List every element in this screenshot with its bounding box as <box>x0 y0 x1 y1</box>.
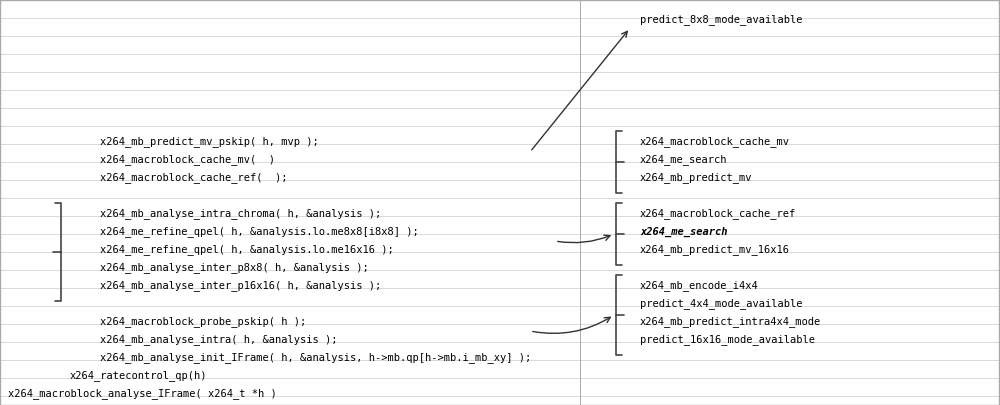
Text: x264_mb_analyse_init_IFrame( h, &analysis, h->mb.qp[h->mb.i_mb_xy] );: x264_mb_analyse_init_IFrame( h, &analysi… <box>100 352 531 363</box>
Text: x264_mb_analyse_intra_chroma( h, &analysis );: x264_mb_analyse_intra_chroma( h, &analys… <box>100 209 381 220</box>
Text: predict_4x4_mode_available: predict_4x4_mode_available <box>640 298 802 309</box>
Text: x264_mb_predict_intra4x4_mode: x264_mb_predict_intra4x4_mode <box>640 317 821 328</box>
Text: x264_mb_analyse_inter_p8x8( h, &analysis );: x264_mb_analyse_inter_p8x8( h, &analysis… <box>100 262 369 273</box>
Text: x264_me_search: x264_me_search <box>640 155 728 166</box>
Text: x264_mb_analyse_intra( h, &analysis );: x264_mb_analyse_intra( h, &analysis ); <box>100 335 338 345</box>
Text: x264_macroblock_analyse_IFrame( x264_t *h ): x264_macroblock_analyse_IFrame( x264_t *… <box>8 388 277 399</box>
Text: x264_mb_predict_mv_pskip( h, mvp );: x264_mb_predict_mv_pskip( h, mvp ); <box>100 136 319 147</box>
Text: predict_16x16_mode_available: predict_16x16_mode_available <box>640 335 815 345</box>
Text: x264_mb_encode_i4x4: x264_mb_encode_i4x4 <box>640 281 759 292</box>
Text: x264_macroblock_cache_mv: x264_macroblock_cache_mv <box>640 136 790 147</box>
Text: x264_mb_predict_mv: x264_mb_predict_mv <box>640 173 753 183</box>
Text: x264_macroblock_cache_ref(  );: x264_macroblock_cache_ref( ); <box>100 173 288 183</box>
Text: predict_8x8_mode_available: predict_8x8_mode_available <box>640 15 802 26</box>
Text: x264_macroblock_cache_ref: x264_macroblock_cache_ref <box>640 209 796 220</box>
Text: x264_ratecontrol_qp(h): x264_ratecontrol_qp(h) <box>70 371 208 382</box>
Text: x264_mb_predict_mv_16x16: x264_mb_predict_mv_16x16 <box>640 245 790 256</box>
Text: x264_me_refine_qpel( h, &analysis.lo.me16x16 );: x264_me_refine_qpel( h, &analysis.lo.me1… <box>100 245 394 256</box>
Text: x264_mb_analyse_inter_p16x16( h, &analysis );: x264_mb_analyse_inter_p16x16( h, &analys… <box>100 281 381 292</box>
Text: x264_macroblock_probe_pskip( h );: x264_macroblock_probe_pskip( h ); <box>100 317 306 328</box>
Text: x264_macroblock_cache_mv(  ): x264_macroblock_cache_mv( ) <box>100 155 275 166</box>
Text: x264_me_search: x264_me_search <box>640 227 728 237</box>
Text: x264_me_refine_qpel( h, &analysis.lo.me8x8[i8x8] );: x264_me_refine_qpel( h, &analysis.lo.me8… <box>100 226 419 237</box>
